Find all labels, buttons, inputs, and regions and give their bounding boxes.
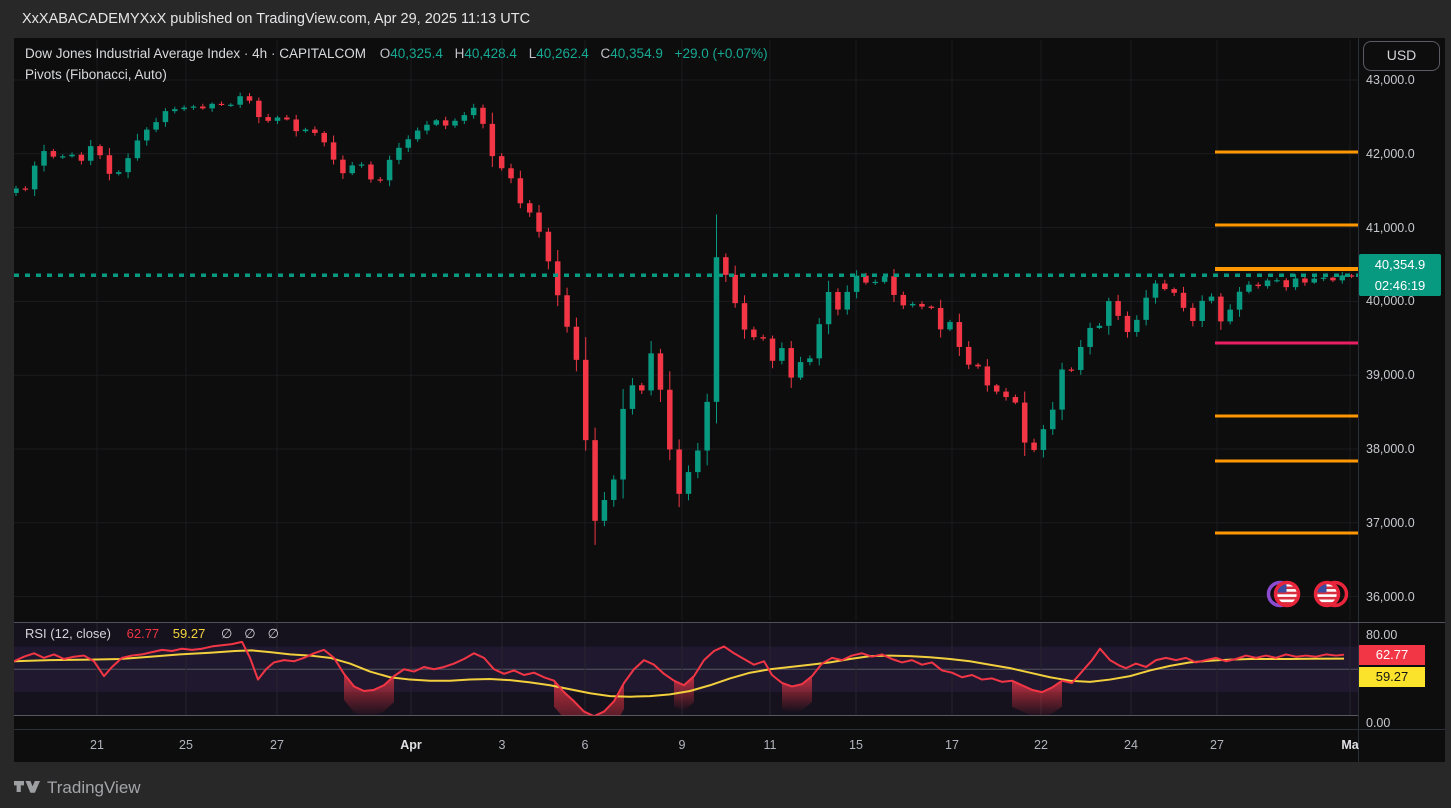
time-axis-label: Ma xyxy=(1341,738,1359,752)
time-axis-label: 27 xyxy=(1210,738,1224,752)
rsi-empty-symbol: ∅ xyxy=(267,626,279,641)
price-axis-label: 37,000.0 xyxy=(1366,515,1415,530)
tradingview-logo-icon xyxy=(14,780,40,793)
rsi-line xyxy=(14,640,1345,716)
ohlc-low: L40,262.4 xyxy=(528,46,589,61)
price-axis-label: 41,000.0 xyxy=(1366,220,1415,235)
symbol-exchange[interactable]: CAPITALCOM xyxy=(279,46,366,61)
rsi-empty-symbol: ∅ xyxy=(220,626,233,641)
time-axis-label: 15 xyxy=(849,738,863,752)
time-axis-label: 27 xyxy=(270,738,284,752)
price-axis-label: 39,000.0 xyxy=(1366,368,1415,383)
time-axis-label: 24 xyxy=(1124,738,1138,752)
rsi-oversold-glow xyxy=(782,676,812,713)
ohlc-high: H40,428.4 xyxy=(454,46,517,61)
indicator-legend: Pivots (Fibonacci, Auto) xyxy=(25,67,167,82)
time-axis-label: 25 xyxy=(179,738,193,752)
rsi-legend: RSI (12, close) 62.77 59.27 ∅ ∅ ∅ xyxy=(25,626,279,642)
price-axis-border xyxy=(1358,38,1359,762)
indicator-title[interactable]: Pivots (Fibonacci, Auto) xyxy=(25,67,167,82)
rsi-ma-value: 59.27 xyxy=(172,626,206,641)
rsi-empty-symbol: ∅ xyxy=(244,626,256,641)
time-axis-label: Apr xyxy=(400,738,422,752)
symbol-title[interactable]: Dow Jones Industrial Average Index xyxy=(25,46,241,61)
symbol-interval[interactable]: 4h xyxy=(252,46,268,61)
ohlc-close: C40,354.9 xyxy=(600,46,663,61)
event-flags xyxy=(1258,576,1350,612)
rsi-oversold-glow xyxy=(344,673,394,716)
legend-separator-1: · xyxy=(243,46,249,61)
us-flag-icon-1[interactable] xyxy=(1266,580,1301,608)
time-axis-label: 9 xyxy=(678,738,686,752)
symbol-legend: Dow Jones Industrial Average Index · 4h … xyxy=(25,46,768,61)
time-axis-label: 21 xyxy=(90,738,104,752)
price-axis-label: 42,000.0 xyxy=(1366,146,1415,161)
price-axis-label: 36,000.0 xyxy=(1366,589,1415,604)
rsi-oversold-glow xyxy=(674,676,694,712)
tradingview-brand[interactable]: TradingView xyxy=(14,775,141,801)
time-axis-label: 11 xyxy=(763,738,777,752)
rsi-name[interactable]: RSI (12, close) xyxy=(25,626,111,641)
time-axis-label: 3 xyxy=(498,738,506,752)
time-axis-label: 17 xyxy=(945,738,959,752)
price-axis-label: 40,000.0 xyxy=(1366,294,1415,309)
candlestick-series xyxy=(14,92,1355,545)
price-axis-label: 38,000.0 xyxy=(1366,442,1415,456)
rsi-value-badge: 62.77 xyxy=(1359,645,1425,665)
time-axis-border xyxy=(14,729,1445,730)
rsi-ma-line xyxy=(14,649,1345,698)
rsi-oversold-glow xyxy=(554,680,624,716)
tradingview-brand-text: TradingView xyxy=(47,778,141,797)
rsi-value: 62.77 xyxy=(126,626,160,641)
price-axis-label: 43,000.0 xyxy=(1366,73,1415,87)
current-price-badge: 40,354.9 02:46:19 xyxy=(1359,254,1441,297)
time-axis-label: 22 xyxy=(1034,738,1048,752)
rsi-axis-bottom-label: 0.00 xyxy=(1366,716,1391,730)
legend-separator-2: · xyxy=(270,46,276,61)
change-value: +29.0 (+0.07%) xyxy=(674,46,768,61)
rsi-empty-slots: ∅ ∅ ∅ xyxy=(209,626,279,641)
attribution-text: XxXABACADEMYXxX published on TradingView… xyxy=(22,11,531,27)
current-price-value: 40,354.9 xyxy=(1374,257,1426,273)
pane-separator[interactable] xyxy=(14,622,1445,623)
us-flag-icon-2[interactable] xyxy=(1313,580,1349,608)
rsi-axis-top-label: 80.00 xyxy=(1366,628,1398,642)
rsi-ma-badge: 59.27 xyxy=(1359,667,1425,687)
ohlc-open: O40,325.4 xyxy=(379,46,443,61)
currency-button[interactable]: USD xyxy=(1363,41,1440,71)
bar-countdown: 02:46:19 xyxy=(1374,278,1426,294)
attribution-bar: XxXABACADEMYXxX published on TradingView… xyxy=(0,0,1451,38)
time-axis-label: 6 xyxy=(581,738,589,752)
price-chart-canvas[interactable] xyxy=(14,38,1358,622)
